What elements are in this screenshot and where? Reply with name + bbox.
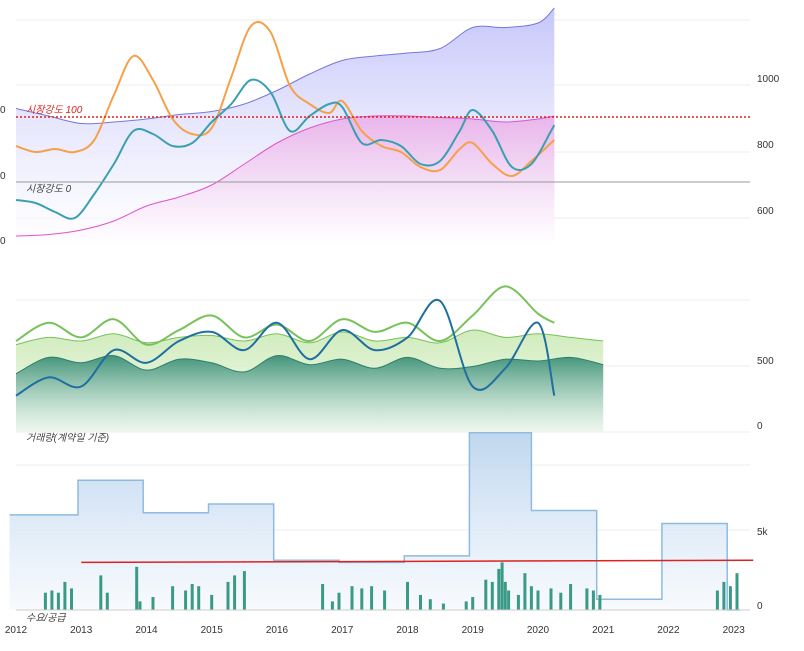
volume-bar (330, 601, 334, 610)
market-strength-panel: 0 500 (15, 285, 774, 432)
blue-area-line (15, 7, 555, 125)
volume-bar (171, 586, 175, 610)
orange-line (15, 20, 555, 177)
volume-bar (490, 581, 494, 610)
volume-bar (516, 594, 520, 610)
x-tick-label: 2020 (527, 625, 550, 636)
volume-bar (591, 590, 595, 610)
navy-line (15, 298, 556, 397)
volume-bar (500, 562, 504, 610)
volume-bar (419, 594, 422, 610)
volume-bar (549, 588, 553, 610)
x-tick-label: 2018 (396, 625, 419, 636)
green-line (15, 285, 555, 346)
volume-title: 거래량(계약일 기준) (26, 432, 109, 444)
x-tick-label: 2015 (201, 625, 224, 636)
x-tick-label: 2023 (723, 625, 746, 636)
volume-bar (350, 586, 354, 610)
left-tick-label: 0 (0, 105, 6, 116)
volume-bar (210, 594, 214, 610)
volume-bar (50, 590, 54, 610)
volume-bar (507, 590, 511, 610)
market-zero-label: 시장강도 0 (26, 183, 72, 195)
volume-bar (337, 592, 341, 610)
volume-bar (536, 590, 540, 610)
volume-bar (370, 586, 374, 610)
volume-bar (226, 581, 230, 610)
volume-step-line (9, 431, 741, 611)
volume-bar (105, 592, 109, 610)
volume-panel: 0 5k (9, 431, 769, 612)
volume-bar (63, 581, 67, 610)
volume-bar (735, 573, 739, 610)
left-tick-label: 0 (0, 236, 6, 247)
volume-bar (471, 597, 475, 610)
green-area-line (15, 329, 604, 346)
x-tick-label: 2014 (135, 625, 158, 636)
volume-bar (523, 573, 527, 610)
price-panel: 600 800 1000 0 0 0 (0, 7, 780, 247)
volume-bar (99, 575, 103, 610)
volume-bar (715, 590, 719, 610)
x-tick-label: 2022 (657, 625, 680, 636)
right-tick-label: 600 (757, 206, 774, 217)
axes: 2012 2013 2014 2015 2016 2017 2018 2019 2020 2021… (5, 625, 745, 636)
pink-area-fill (16, 115, 555, 245)
supply-demand-label: 수요/공급 (26, 613, 66, 624)
volume-bar (529, 586, 533, 610)
volume-bar (321, 584, 325, 610)
volume-step-fill (9, 432, 741, 610)
volume-bar (497, 568, 501, 610)
volume-bar (464, 601, 468, 610)
average-line (81, 559, 754, 564)
teal-line (15, 78, 556, 220)
x-tick-label: 2013 (70, 625, 93, 636)
volume-bar (428, 599, 432, 610)
dark-green-area-fill (16, 355, 604, 432)
volume-bar (190, 584, 194, 610)
left-tick-label: 0 (0, 171, 6, 182)
volume-bar (197, 586, 201, 610)
volume-bar (569, 584, 573, 610)
volume-bar (503, 581, 507, 610)
pink-area-line (15, 115, 555, 237)
volume-bar (441, 603, 445, 610)
volume-bar (233, 575, 237, 610)
right-tick-label: 500 (757, 356, 774, 367)
market-high-label: 시장강도 100 (26, 104, 83, 116)
volume-bar (598, 594, 602, 610)
right-tick-label: 0 (757, 421, 763, 432)
volume-bar (184, 590, 188, 610)
volume-bar (484, 579, 488, 610)
volume-bar (242, 571, 246, 610)
volume-bar (383, 590, 387, 610)
right-tick-label: 5k (757, 527, 769, 538)
volume-bar (151, 597, 155, 610)
volume-bar (43, 592, 47, 610)
volume-bar (728, 586, 732, 610)
volume-bar (360, 588, 364, 610)
volume-bar (406, 581, 409, 610)
x-tick-label: 2017 (331, 625, 354, 636)
right-tick-label: 0 (757, 601, 763, 612)
right-tick-label: 1000 (757, 74, 780, 85)
x-tick-label: 2016 (266, 625, 289, 636)
x-tick-label: 2019 (462, 625, 485, 636)
volume-bar (722, 581, 726, 610)
volume-bar (585, 588, 589, 610)
dark-green-area-line (15, 355, 604, 375)
volume-bar (56, 592, 60, 610)
volume-bar (135, 566, 139, 611)
x-tick-label: 2012 (5, 625, 28, 636)
volume-bar (138, 601, 142, 610)
right-tick-label: 800 (757, 140, 774, 151)
volume-bar (70, 588, 73, 610)
volume-bar (559, 592, 563, 610)
x-tick-label: 2021 (592, 625, 615, 636)
